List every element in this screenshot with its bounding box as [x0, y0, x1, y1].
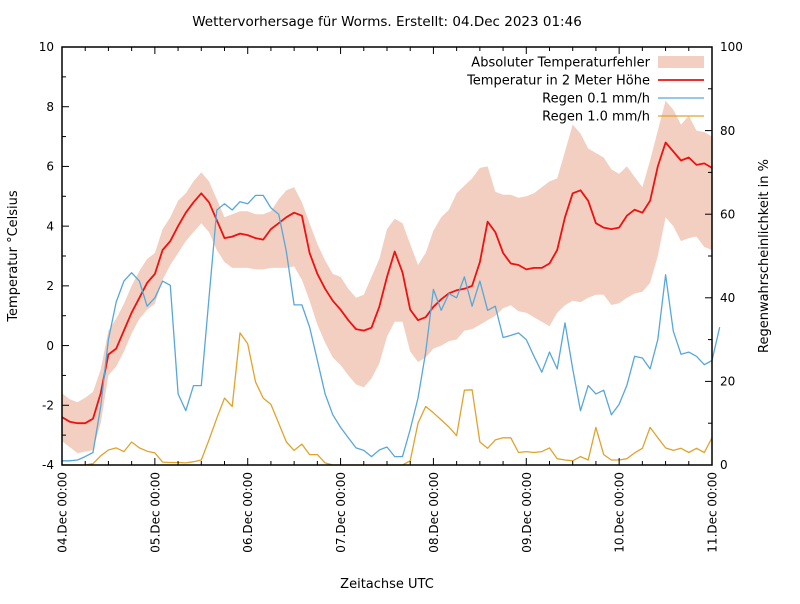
- y-left-tick-label: 4: [46, 219, 54, 233]
- legend-item: Temperatur in 2 Meter Höhe: [466, 74, 704, 89]
- legend: Absoluter Temperaturfehler Temperatur in …: [466, 56, 704, 125]
- y-left-tick-label: 6: [46, 160, 54, 174]
- y-left-tick-label: 2: [46, 279, 54, 293]
- legend-item: Regen 0.1 mm/h: [542, 92, 704, 107]
- legend-item-label: Regen 1.0 mm/h: [542, 110, 650, 125]
- x-tick-label: 09.Dec 00:00: [520, 472, 534, 553]
- y-right-tick-label: 60: [720, 207, 735, 221]
- x-tick-label: 10.Dec 00:00: [613, 472, 627, 553]
- plot-border: [61, 46, 713, 466]
- y-right-tick-label: 80: [720, 124, 735, 138]
- x-tick-label: 07.Dec 00:00: [334, 472, 348, 553]
- y-left-tick-label: 8: [46, 100, 54, 114]
- legend-item: Regen 1.0 mm/h: [542, 110, 704, 125]
- y-right-tick-label: 20: [720, 375, 735, 389]
- x-tick-label: 06.Dec 00:00: [241, 472, 255, 553]
- x-tick-label: 11.Dec 00:00: [706, 472, 720, 553]
- y-left-tick-label: -2: [42, 398, 54, 412]
- x-tick-label: 08.Dec 00:00: [427, 472, 441, 553]
- temperature-line: [61, 141, 713, 425]
- chart-title: Wettervorhersage für Worms. Erstellt: 04…: [192, 14, 582, 30]
- axis-tick-labels: 04.Dec 00:00 05.Dec 00:00 06.Dec 00:00 07.D…: [39, 40, 743, 553]
- x-tick-label: 05.Dec 00:00: [148, 472, 162, 553]
- legend-item-label: Absoluter Temperaturfehler: [471, 56, 650, 71]
- x-axis-label: Zeitachse UTC: [340, 577, 434, 592]
- y-right-axis-label: Regenwahrscheinlichkeit in %: [757, 159, 772, 353]
- y-right-tick-label: 0: [720, 458, 728, 472]
- y-left-tick-label: 10: [39, 40, 54, 54]
- y-right-tick-label: 100: [720, 40, 743, 54]
- y-right-tick-label: 40: [720, 291, 735, 305]
- plot-area: [61, 100, 721, 466]
- y-left-tick-label: 0: [46, 339, 54, 353]
- legend-item-label: Temperatur in 2 Meter Höhe: [466, 74, 650, 89]
- y-left-axis-label: Temperatur °Celsius: [6, 190, 21, 323]
- legend-item: Absoluter Temperaturfehler: [471, 56, 704, 71]
- x-tick-label: 04.Dec 00:00: [56, 472, 70, 553]
- rain-01mm-line: [62, 194, 721, 462]
- legend-item-label: Regen 0.1 mm/h: [542, 92, 650, 107]
- y-left-tick-label: -4: [42, 458, 54, 472]
- rain-10mm-line: [62, 332, 713, 466]
- legend-band-swatch: [658, 56, 704, 68]
